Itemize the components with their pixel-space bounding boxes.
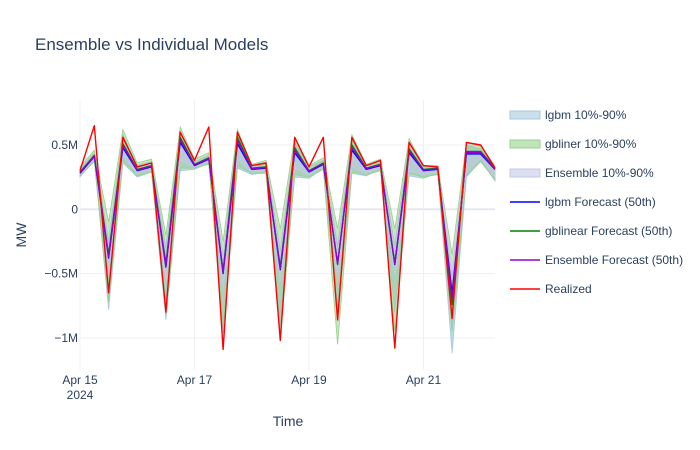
series-line-2 (79, 139, 496, 299)
legend-label: Realized (545, 282, 592, 296)
y-tick-label: −1M (54, 331, 78, 345)
y-tick-label: −0.5M (44, 267, 78, 281)
legend-label: lgbm 10%-90% (545, 108, 627, 122)
x-tick-label: Apr 17 (177, 373, 213, 387)
legend-swatch (509, 110, 541, 120)
y-axis-ticks: 0.5M 0 −0.5M −1M (44, 138, 78, 345)
series-line-3 (79, 124, 496, 351)
gridlines (79, 100, 495, 370)
y-tick-label: 0.5M (51, 138, 78, 152)
legend-swatch (509, 168, 541, 178)
x-axis-title: Time (273, 413, 304, 429)
y-axis-title: MW (13, 222, 29, 248)
legend-label: Ensemble 10%-90% (545, 166, 654, 180)
x-tick-sublabel: 2024 (67, 388, 94, 402)
y-tick-label: 0 (71, 202, 78, 216)
legend-label: gbliner 10%-90% (545, 137, 637, 151)
legend-label: lgbm Forecast (50th) (545, 195, 656, 209)
chart-title: Ensemble vs Individual Models (35, 35, 268, 54)
x-tick-label: Apr 21 (406, 373, 442, 387)
x-tick-label: Apr 15 (62, 373, 98, 387)
x-tick-label: Apr 19 (291, 373, 327, 387)
legend: lgbm 10%-90% gbliner 10%-90% Ensemble 10%-… (509, 108, 683, 296)
legend-swatch (509, 139, 541, 149)
plot-area (79, 124, 496, 354)
legend-label: gblinear Forecast (50th) (545, 224, 672, 238)
legend-label: Ensemble Forecast (50th) (545, 253, 683, 267)
